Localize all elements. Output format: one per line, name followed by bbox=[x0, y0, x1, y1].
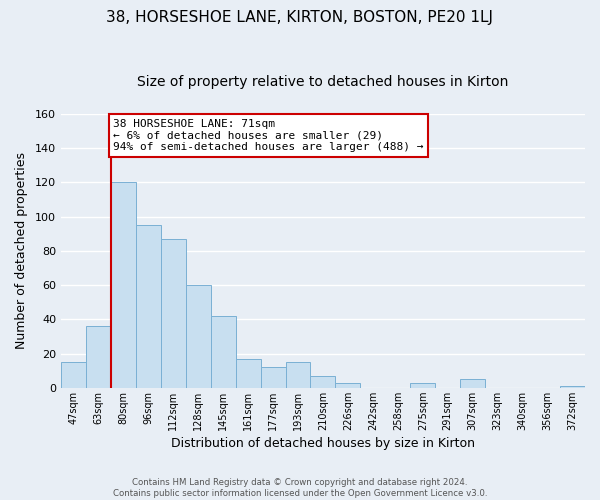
Bar bbox=[61, 362, 86, 388]
Bar bbox=[310, 376, 335, 388]
Bar bbox=[161, 239, 186, 388]
Bar bbox=[460, 379, 485, 388]
Bar bbox=[211, 316, 236, 388]
Y-axis label: Number of detached properties: Number of detached properties bbox=[15, 152, 28, 350]
Bar bbox=[286, 362, 310, 388]
Bar bbox=[136, 225, 161, 388]
Title: Size of property relative to detached houses in Kirton: Size of property relative to detached ho… bbox=[137, 75, 509, 89]
Bar bbox=[560, 386, 585, 388]
Bar bbox=[260, 367, 286, 388]
Bar bbox=[86, 326, 111, 388]
Bar bbox=[186, 285, 211, 388]
Bar bbox=[236, 358, 260, 388]
Text: Contains HM Land Registry data © Crown copyright and database right 2024.
Contai: Contains HM Land Registry data © Crown c… bbox=[113, 478, 487, 498]
Bar bbox=[335, 382, 361, 388]
Bar bbox=[111, 182, 136, 388]
X-axis label: Distribution of detached houses by size in Kirton: Distribution of detached houses by size … bbox=[171, 437, 475, 450]
Text: 38 HORSESHOE LANE: 71sqm
← 6% of detached houses are smaller (29)
94% of semi-de: 38 HORSESHOE LANE: 71sqm ← 6% of detache… bbox=[113, 119, 424, 152]
Bar bbox=[410, 382, 435, 388]
Text: 38, HORSESHOE LANE, KIRTON, BOSTON, PE20 1LJ: 38, HORSESHOE LANE, KIRTON, BOSTON, PE20… bbox=[107, 10, 493, 25]
